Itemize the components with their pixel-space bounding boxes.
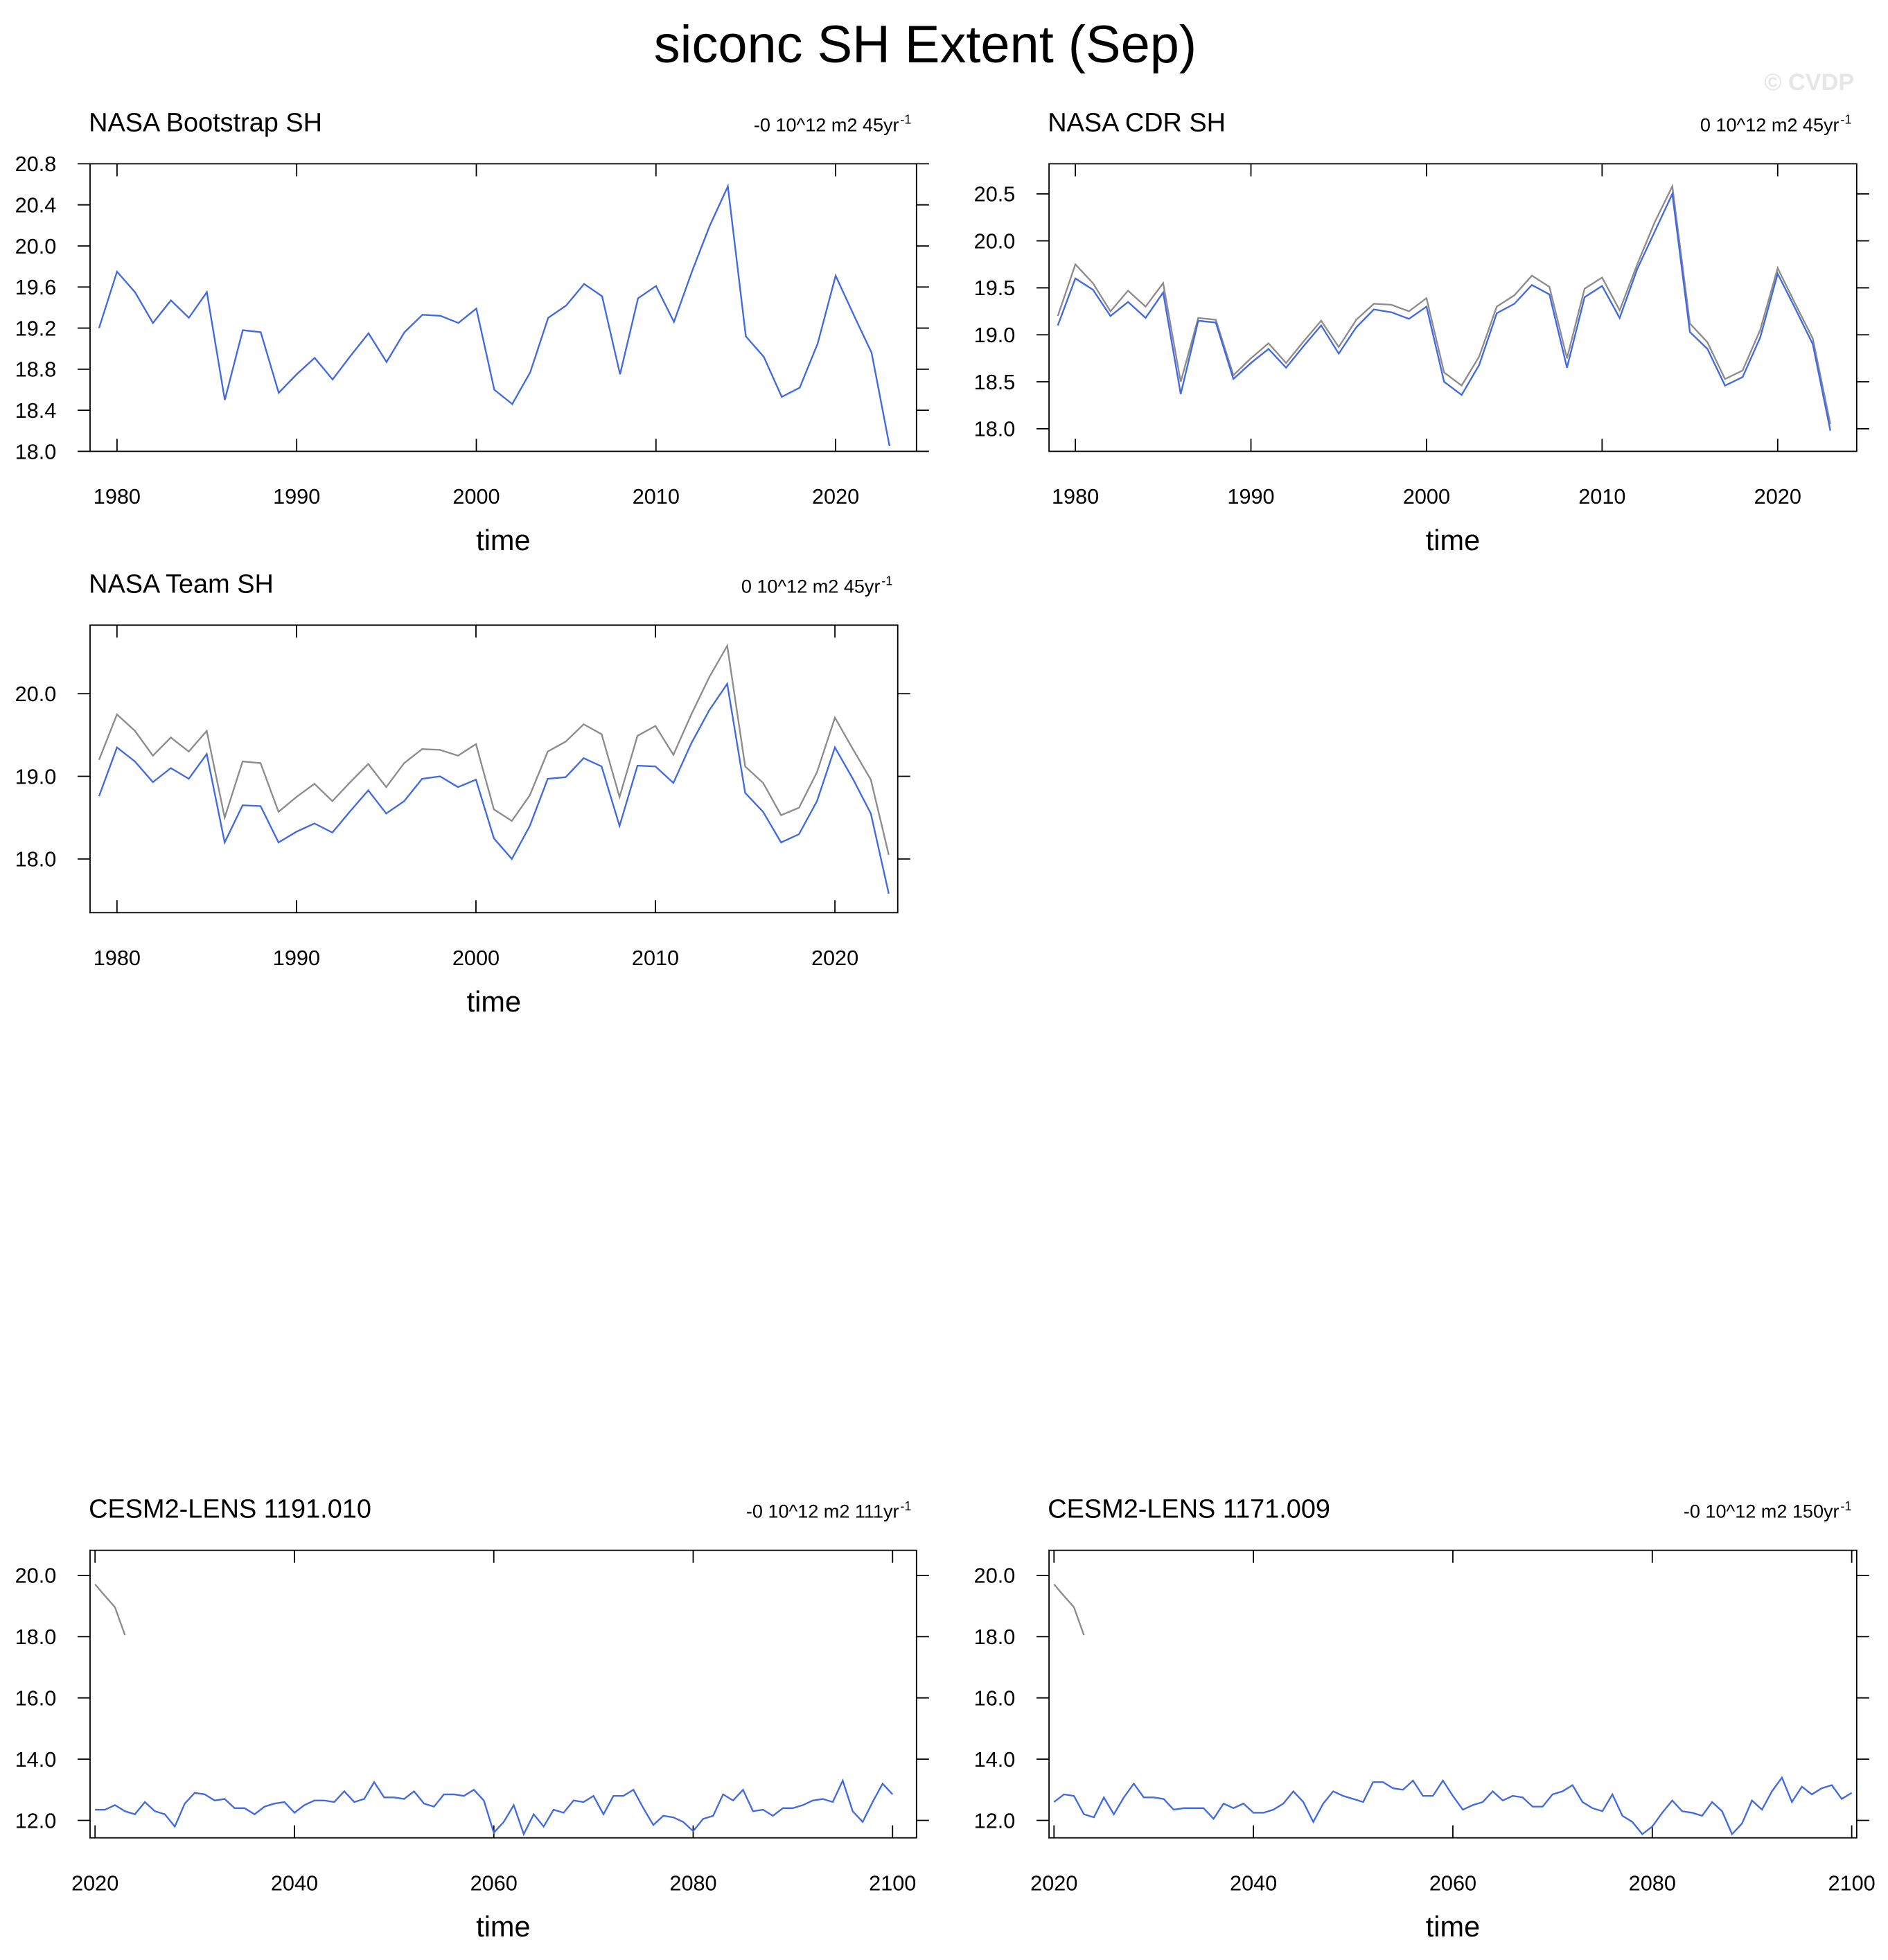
- watermark: © CVDP: [1764, 69, 1854, 96]
- y-tick-label: 18.4: [15, 399, 57, 423]
- series-line: [98, 183, 891, 447]
- plot-frame: [89, 624, 899, 914]
- x-tick-label: 1980: [94, 485, 141, 509]
- y-tick-label: 20.0: [15, 235, 57, 258]
- y-tick-label: 18.8: [15, 358, 57, 382]
- trend-exponent: -1: [1840, 1499, 1851, 1513]
- panel-title: NASA Team SH: [89, 570, 274, 599]
- x-tick-label: 2100: [1828, 1871, 1876, 1895]
- y-tick-label: 14.0: [974, 1748, 1016, 1772]
- panel-title: NASA Bootstrap SH: [89, 108, 322, 137]
- x-tick-label: 2010: [632, 946, 679, 970]
- y-tick-label: 18.0: [15, 1625, 57, 1649]
- y-tick-label: 20.0: [15, 1564, 57, 1588]
- trend-label: 0 10^12 m2 45yr: [741, 576, 881, 597]
- y-tick-label: 19.2: [15, 317, 57, 340]
- x-tick-label: 1980: [94, 946, 141, 970]
- y-tick-label: 20.5: [974, 183, 1016, 206]
- x-tick-label: 2020: [811, 946, 858, 970]
- trend-label: -0 10^12 m2 150yr: [1684, 1501, 1840, 1522]
- series-line: [95, 1778, 894, 1837]
- figure-title: siconc SH Extent (Sep): [654, 15, 1197, 74]
- y-tick-label: 12.0: [974, 1809, 1016, 1833]
- y-tick-label: 19.5: [974, 276, 1016, 300]
- x-tick-label: 1990: [273, 946, 320, 970]
- x-tick-label: 2000: [452, 485, 500, 509]
- series-line: [98, 643, 890, 856]
- y-tick-label: 19.6: [15, 276, 57, 299]
- y-tick-label: 12.0: [15, 1809, 57, 1833]
- trend-exponent: -1: [881, 574, 892, 588]
- y-tick-label: 18.0: [974, 418, 1016, 441]
- panel-title: CESM2-LENS 1191.010: [89, 1495, 371, 1524]
- x-tick-label: 2000: [452, 946, 500, 970]
- x-tick-label: 2020: [812, 485, 859, 509]
- x-tick-label: 2080: [1629, 1871, 1676, 1895]
- x-tick-label: 2100: [869, 1871, 916, 1895]
- y-tick-label: 19.0: [15, 765, 57, 788]
- panel-title: CESM2-LENS 1171.009: [1048, 1495, 1330, 1524]
- x-tick-label: 2010: [633, 485, 680, 509]
- y-tick-label: 16.0: [15, 1687, 57, 1711]
- x-tick-label: 2000: [1403, 485, 1450, 509]
- x-tick-label: 2010: [1578, 485, 1625, 509]
- x-axis-label: time: [476, 1910, 530, 1943]
- y-tick-label: 18.5: [974, 371, 1016, 394]
- y-tick-label: 20.8: [15, 152, 57, 176]
- trend-label: -0 10^12 m2 45yr: [754, 114, 899, 135]
- y-tick-label: 20.4: [15, 194, 57, 218]
- trend-label: -0 10^12 m2 111yr: [746, 1501, 899, 1522]
- plot-frame: [89, 163, 917, 452]
- x-tick-label: 2040: [271, 1871, 318, 1895]
- y-tick-label: 20.0: [15, 682, 57, 706]
- plot-frame: [1048, 163, 1858, 452]
- x-tick-label: 2060: [470, 1871, 518, 1895]
- x-tick-label: 2020: [71, 1871, 118, 1895]
- series-line: [94, 1583, 126, 1636]
- x-tick-label: 2020: [1754, 485, 1801, 509]
- series-line: [1057, 183, 1831, 425]
- x-axis-label: time: [1426, 1910, 1480, 1943]
- x-tick-label: 2020: [1030, 1871, 1077, 1895]
- y-tick-label: 16.0: [974, 1687, 1016, 1711]
- x-tick-label: 1990: [1227, 485, 1274, 509]
- x-axis-label: time: [1426, 524, 1480, 556]
- series-line: [1057, 191, 1831, 431]
- series-line: [1053, 1583, 1085, 1636]
- y-tick-label: 18.0: [15, 440, 57, 463]
- y-tick-label: 20.0: [974, 1564, 1016, 1588]
- panel-title: NASA CDR SH: [1048, 108, 1226, 137]
- x-axis-label: time: [467, 985, 521, 1018]
- y-tick-label: 20.0: [974, 229, 1016, 253]
- x-tick-label: 2080: [669, 1871, 716, 1895]
- y-tick-label: 14.0: [15, 1748, 57, 1772]
- x-axis-label: time: [476, 524, 530, 556]
- trend-exponent: -1: [900, 113, 911, 127]
- y-tick-label: 18.0: [15, 848, 57, 872]
- x-tick-label: 1990: [273, 485, 320, 509]
- series-line: [98, 681, 890, 894]
- y-tick-label: 18.0: [974, 1625, 1016, 1649]
- trend-label: 0 10^12 m2 45yr: [1700, 114, 1840, 135]
- x-tick-label: 2040: [1230, 1871, 1277, 1895]
- plot-frame: [89, 1549, 917, 1839]
- series-line: [1053, 1776, 1853, 1836]
- x-tick-label: 1980: [1052, 485, 1099, 509]
- x-tick-label: 2060: [1429, 1871, 1476, 1895]
- trend-exponent: -1: [900, 1499, 911, 1513]
- y-tick-label: 19.0: [974, 324, 1016, 347]
- trend-exponent: -1: [1840, 113, 1851, 127]
